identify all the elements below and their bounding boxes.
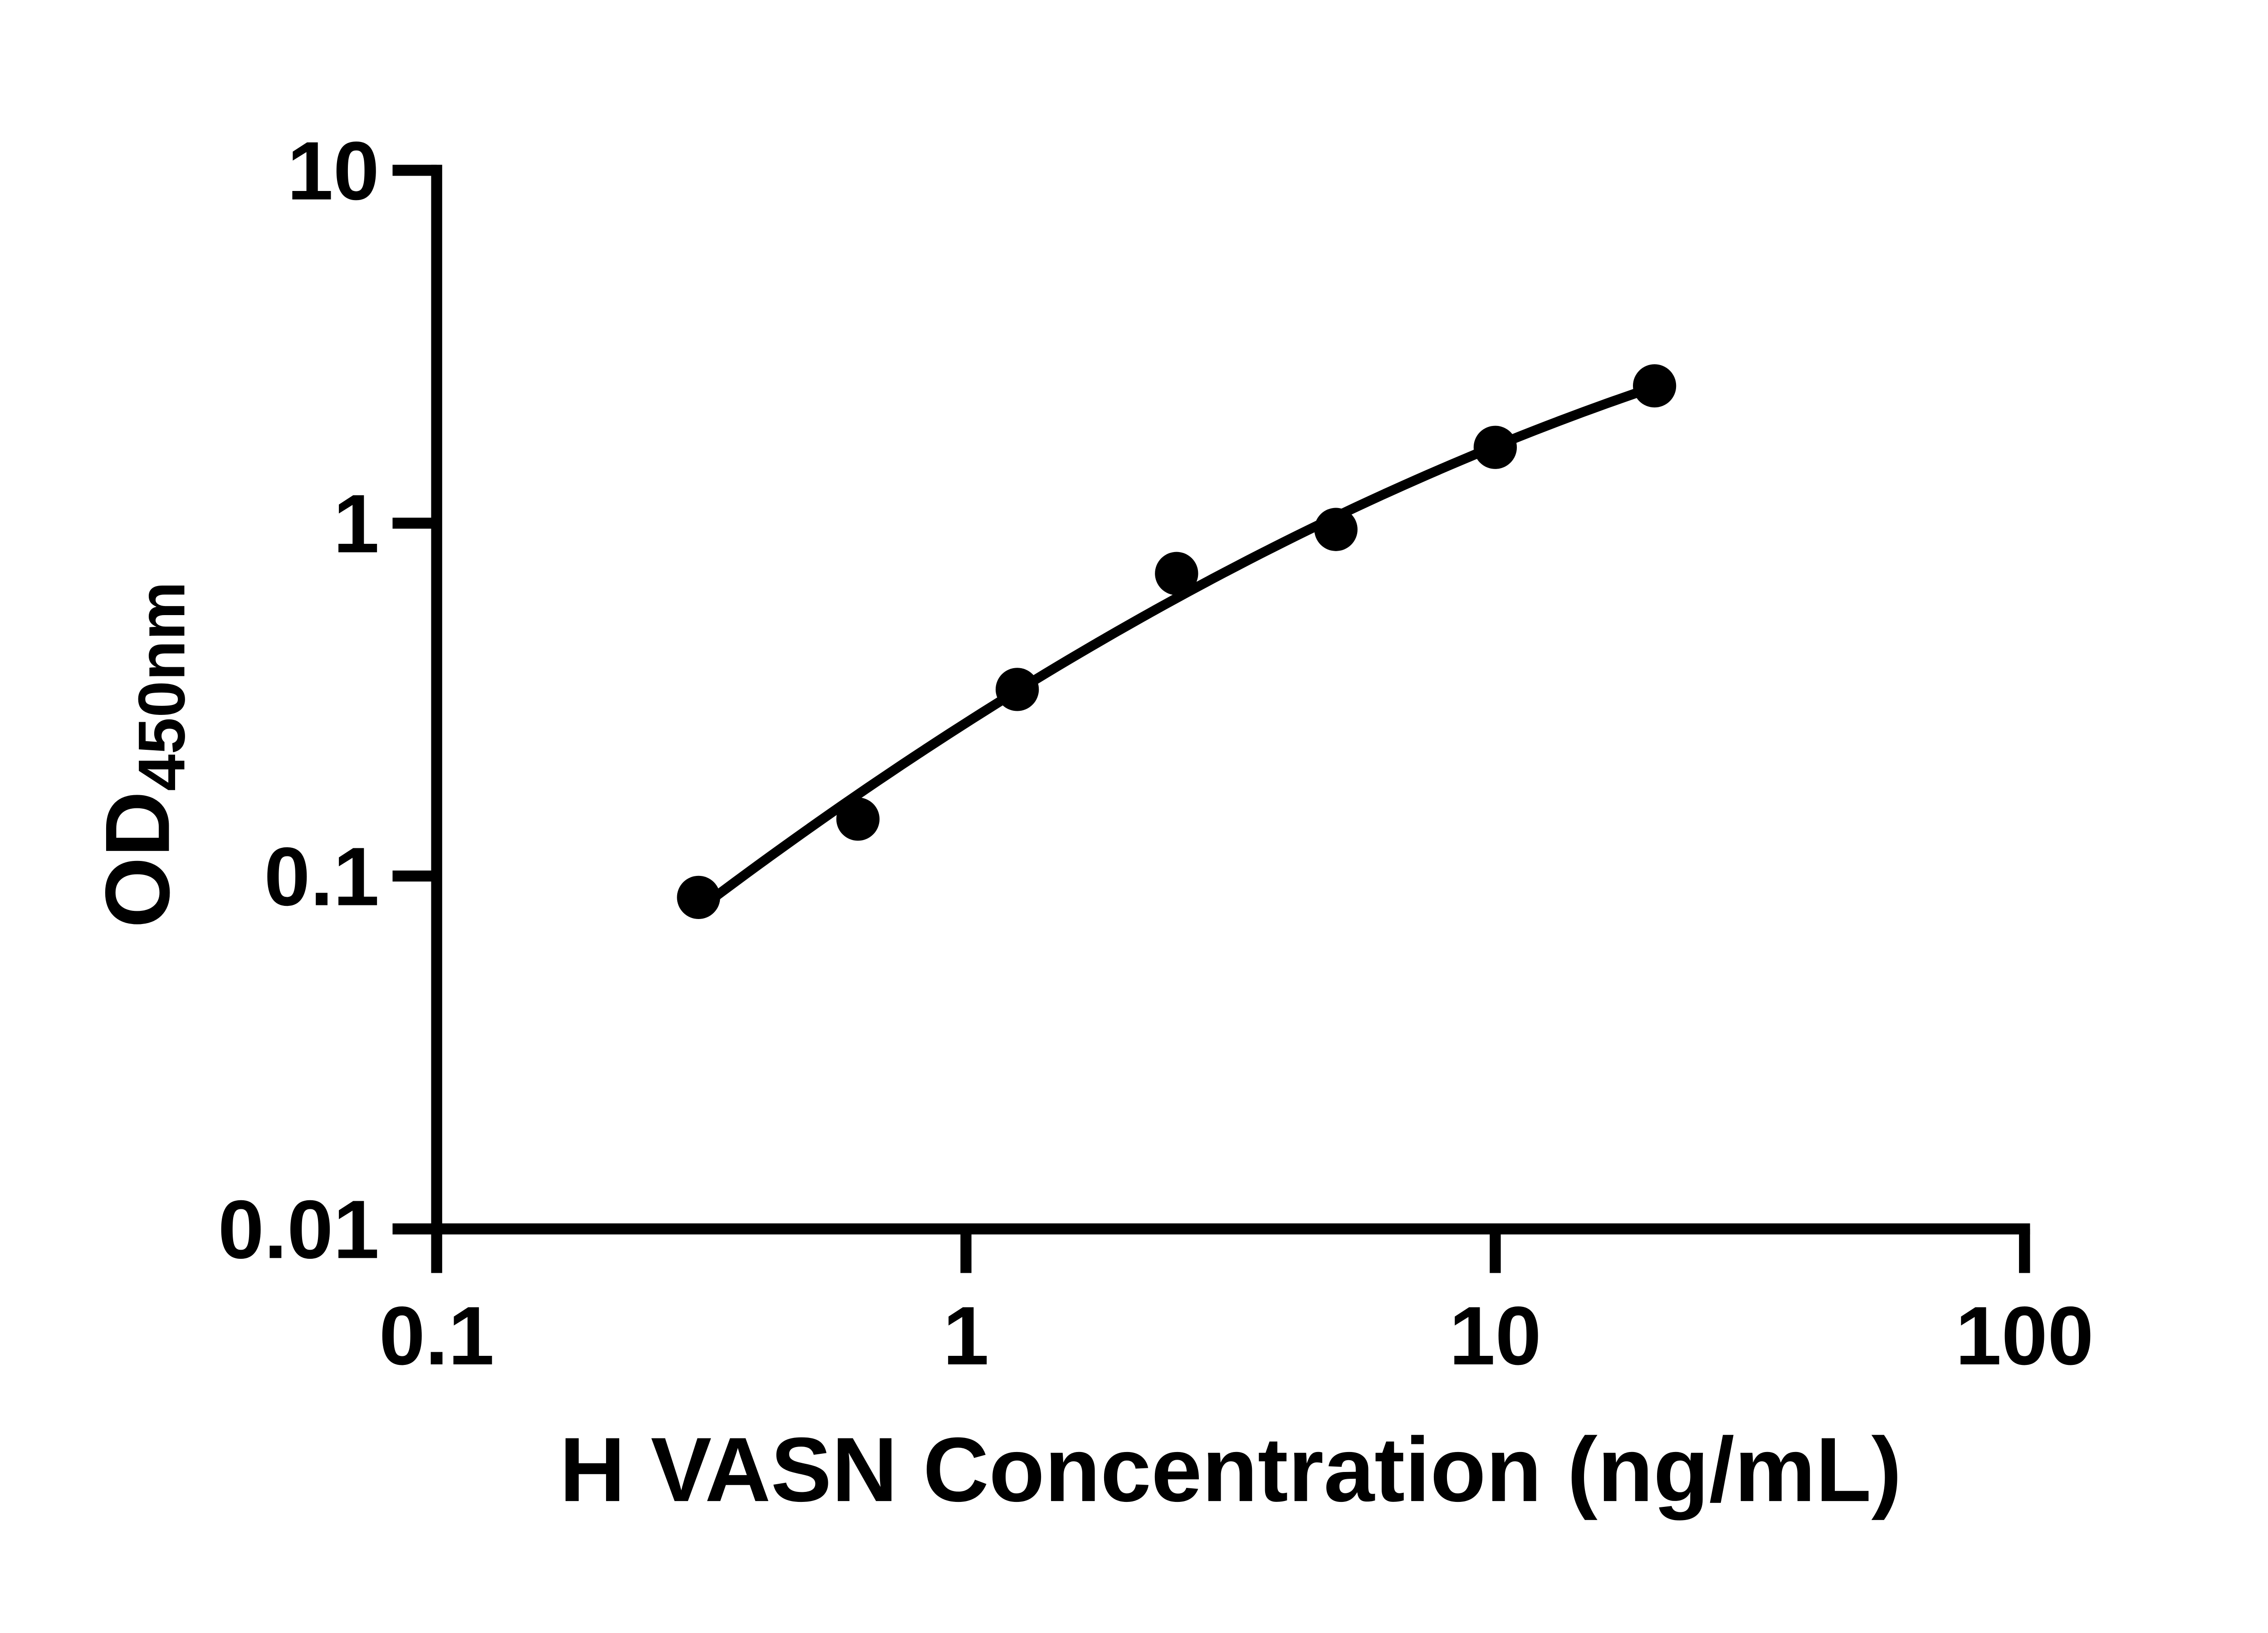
data-point [1473, 425, 1517, 469]
x-axis-title: H VASN Concentration (ng/mL) [559, 1418, 1901, 1521]
data-point [1155, 552, 1198, 595]
y-tick-label: 0.01 [218, 1183, 379, 1276]
y-axis-title-main: OD [86, 791, 188, 928]
y-tick-label: 1 [333, 478, 380, 570]
y-tick-label: 0.1 [264, 830, 379, 923]
x-tick-label: 100 [1955, 1290, 2094, 1382]
data-point [836, 797, 880, 841]
x-tick-label: 10 [1449, 1290, 1541, 1382]
x-tick-label: 1 [943, 1290, 989, 1382]
y-axis-title-subscript: 450nm [124, 582, 198, 791]
data-point [677, 875, 720, 919]
y-tick-label: 10 [287, 125, 379, 217]
data-point [995, 668, 1039, 711]
y-axis-title: OD450nm [86, 582, 198, 928]
x-tick-label: 0.1 [379, 1290, 494, 1382]
data-point [1314, 508, 1358, 551]
data-point [1633, 364, 1677, 408]
